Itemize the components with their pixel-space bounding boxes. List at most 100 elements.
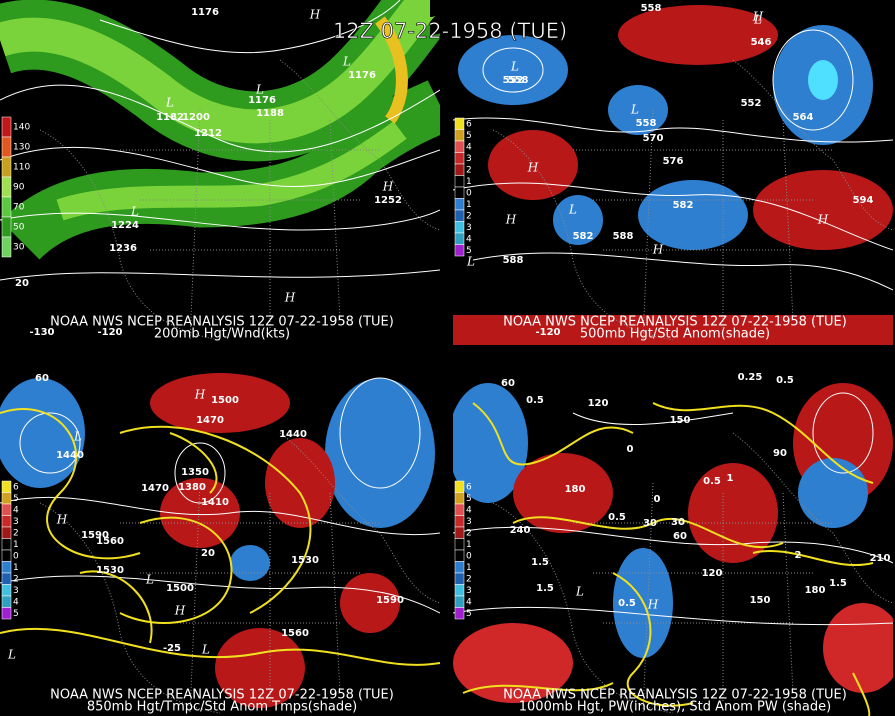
legend-label: 3 (466, 223, 472, 233)
contour-label: 0 (654, 494, 661, 505)
boundary (573, 522, 833, 624)
legend-label: 4 (13, 597, 19, 607)
pressure-center: L (73, 430, 82, 444)
legend-swatch (1, 156, 12, 178)
shading (150, 373, 290, 433)
contour-label: 1410 (201, 497, 229, 508)
caption: NOAA NWS NCEP REANALYSIS 12Z 07-22-1958 … (50, 315, 394, 330)
pressure-center: L (753, 13, 762, 27)
legend-label: 3 (466, 517, 472, 527)
contour-label: 552 (503, 75, 524, 86)
height-contour (572, 412, 734, 425)
legend-label: 5 (13, 494, 19, 504)
contour-label: 1.5 (531, 557, 549, 568)
shading (688, 463, 778, 563)
height-contour (0, 575, 440, 614)
legend-label: 6 (13, 482, 19, 492)
contour-label: 1176 (248, 95, 276, 106)
legend-label: 5 (13, 609, 19, 619)
contour-label: 570 (643, 133, 664, 144)
shading (453, 383, 528, 503)
height-contour (453, 182, 893, 251)
contour-label: 20 (201, 548, 215, 559)
shading (798, 458, 868, 528)
shading (808, 60, 838, 100)
contour-label: 1236 (109, 243, 137, 254)
legend-label: 4 (466, 142, 472, 152)
contour-label: 0.5 (703, 476, 721, 487)
yellow-contour (472, 402, 634, 466)
panel: 654321012345558HL552L546552558L558570564… (453, 0, 893, 345)
height-contour (453, 117, 893, 143)
legend-label: 5 (466, 609, 472, 619)
pressure-center: L (510, 60, 519, 74)
yellow-contour (169, 432, 218, 494)
contour-label: 60 (35, 373, 49, 384)
contour-label: 1530 (291, 555, 319, 566)
shading (753, 170, 893, 250)
legend-swatch (1, 572, 12, 585)
pressure-center: L (201, 643, 210, 657)
pressure-center: H (505, 213, 517, 227)
pressure-center: L (568, 203, 577, 217)
legend-label: 70 (13, 203, 25, 213)
contour-label: 582 (573, 231, 594, 242)
contour-label: 594 (853, 195, 874, 206)
pressure-center: L (466, 255, 475, 269)
legend-label: 140 (13, 123, 30, 133)
boundary (189, 482, 341, 714)
contour-label: 210 (870, 553, 891, 564)
legend-label: 3 (466, 154, 472, 164)
legend-label: 5 (466, 246, 472, 256)
yellow-contour (512, 516, 784, 549)
contour-label: 1252 (374, 195, 402, 206)
legend-swatch (454, 584, 465, 597)
legend-label: 4 (466, 597, 472, 607)
contour-label: 1530 (96, 565, 124, 576)
legend-label: 5 (466, 131, 472, 141)
legend-swatch (454, 607, 465, 620)
contour-label: 0.5 (776, 375, 794, 386)
shading (618, 5, 778, 65)
legend-swatch (454, 595, 465, 608)
contour-label: 1560 (281, 628, 309, 639)
contour-label: 0 (627, 444, 634, 455)
contour-label: 1212 (194, 128, 222, 139)
yellow-contour (612, 572, 694, 707)
panel-body: 654321012345558HL552L546552558L558570564… (453, 0, 893, 345)
pressure-center: L (255, 83, 264, 97)
shading (56, 121, 407, 221)
legend-label: 3 (13, 586, 19, 596)
legend-label: 2 (466, 211, 472, 221)
legend-label: 5 (466, 494, 472, 504)
legend-label: 0 (13, 551, 19, 561)
pressure-center: H (194, 388, 206, 402)
legend-swatch (454, 209, 465, 222)
contour-label: 588 (503, 255, 524, 266)
contour-label: 1 (727, 473, 734, 484)
shading (823, 603, 893, 693)
legend-swatch (1, 584, 12, 597)
legend-swatch (454, 503, 465, 516)
legend-swatch (454, 232, 465, 245)
shading (230, 545, 270, 581)
contour-label: 552 (741, 98, 762, 109)
shading (553, 195, 603, 245)
height-contour (472, 252, 893, 291)
caption: 500mb Hgt/Std Anom(shade) (580, 327, 770, 342)
pressure-center: H (647, 598, 659, 612)
legend-swatch (1, 549, 12, 562)
shading (488, 130, 578, 200)
legend-swatch (1, 196, 12, 218)
legend-swatch (1, 176, 12, 198)
legend-swatch (454, 561, 465, 574)
legend-label: 1 (466, 200, 472, 210)
legend-label: 50 (13, 223, 25, 233)
legend-swatch (1, 538, 12, 551)
boundary (642, 109, 794, 341)
contour-label: 1188 (256, 108, 284, 119)
